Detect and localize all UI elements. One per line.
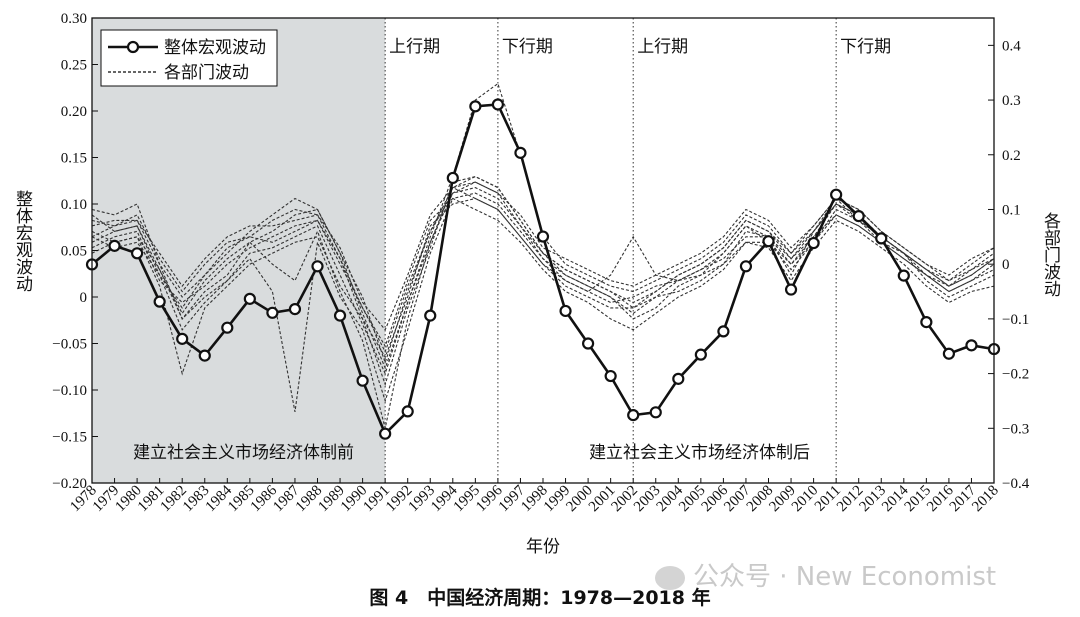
legend-sector-label: 各部门波动 (164, 63, 249, 83)
y-left-tick-label: 0.25 (61, 58, 87, 74)
main-series-point-1979 (108, 239, 121, 252)
main-series-point-1982 (176, 332, 189, 345)
sector-series-line-4 (91, 192, 995, 348)
y-left-tick-label: 0.10 (61, 197, 87, 213)
main-series-point-1993 (424, 309, 437, 322)
sector-series-line-9 (91, 181, 995, 370)
main-series-point-2016 (942, 347, 956, 360)
figure-caption: 图 4 中国经济周期：1978—2018 年 (369, 587, 711, 609)
phase-label-2002: 上行期 (637, 37, 688, 57)
wechat-icon (655, 565, 685, 590)
main-series-point-1987 (288, 302, 302, 316)
main-series-point-1995 (469, 100, 482, 113)
main-series-point-1988 (311, 260, 324, 273)
y-left-tick-label: 0.15 (61, 151, 87, 167)
main-series-point-1980 (131, 247, 144, 260)
y-left-tick-label: 0.30 (61, 11, 87, 27)
y-left-tick-label: −0.15 (52, 430, 87, 446)
main-series-point-1994 (446, 171, 459, 185)
watermark: 公众号 · New Economist (655, 556, 996, 593)
main-series-point-1992 (401, 405, 414, 418)
main-series-point-2009 (784, 283, 798, 296)
main-series-point-2007 (739, 260, 753, 273)
main-series-point-1999 (559, 304, 572, 318)
y-right-tick-label: 0.3 (1002, 93, 1021, 109)
main-series-point-1997 (514, 146, 527, 159)
y-right-axis-title: 各部门波动 (1040, 212, 1061, 297)
main-series-point-2005 (694, 348, 707, 361)
main-series-point-2012 (852, 209, 865, 223)
main-series-point-1989 (333, 309, 347, 322)
main-series-point-1990 (356, 374, 369, 387)
y-right-tick-label: 0.1 (1002, 202, 1021, 218)
post-reform-label: 建立社会主义市场经济体制后 (589, 443, 810, 463)
main-series-point-1986 (266, 306, 279, 319)
y-right-tick-label: −0.3 (1002, 421, 1029, 437)
main-series-point-2000 (581, 337, 595, 350)
main-series-point-2010 (807, 236, 820, 250)
main-series-point-2013 (875, 232, 888, 245)
main-series-point-2011 (830, 188, 843, 201)
y-left-tick-label: −0.20 (52, 476, 87, 492)
y-right-tick-label: 0.2 (1002, 148, 1021, 164)
y-left-axis-title: 整体宏观波动 (12, 190, 33, 292)
main-series-point-2014 (897, 269, 910, 282)
y-left-tick-label: 0 (80, 290, 88, 306)
main-series-point-2003 (649, 406, 662, 419)
main-series-point-1998 (536, 230, 550, 243)
main-series-point-2002 (627, 409, 640, 422)
y-right-tick-label: −0.4 (1002, 476, 1030, 492)
legend-main-marker (126, 40, 140, 54)
pre-reform-label: 建立社会主义市场经济体制前 (133, 443, 354, 463)
main-series-point-1984 (221, 321, 234, 334)
legend-box (100, 29, 278, 87)
phase-label-2011: 下行期 (840, 37, 891, 57)
main-series-point-1996 (491, 98, 504, 111)
main-series-layer (85, 98, 1001, 440)
y-left-tick-label: −0.10 (52, 383, 87, 399)
main-series-point-1985 (243, 292, 256, 305)
y-left-tick-label: 0.05 (61, 244, 87, 260)
main-series-point-1991 (379, 427, 392, 440)
x-axis-title: 年份 (526, 537, 560, 557)
main-series-point-2004 (672, 372, 685, 385)
phase-label-1991: 上行期 (389, 37, 440, 57)
main-series-point-2006 (717, 325, 730, 338)
y-left-tick-label: 0.20 (61, 104, 87, 120)
y-right-tick-label: 0 (1002, 257, 1010, 273)
y-right-tick-label: −0.1 (1002, 312, 1029, 328)
main-series-point-2001 (604, 369, 617, 383)
main-series-point-1983 (198, 349, 211, 362)
sector-series-line-7 (91, 197, 995, 376)
legend-main-label: 整体宏观波动 (164, 38, 266, 58)
main-series-point-2015 (920, 316, 933, 329)
y-left-tick-label: −0.05 (52, 337, 87, 353)
y-right-tick-label: −0.2 (1002, 367, 1029, 383)
main-series-point-2008 (762, 235, 775, 248)
y-right-tick-label: 0.4 (1002, 38, 1021, 54)
sector-series-line-10 (91, 175, 995, 354)
sector-series-line-6 (91, 197, 995, 413)
watermark-text: 公众号 · New Economist (693, 562, 997, 592)
main-series-point-2017 (965, 339, 978, 352)
x-tick-label: 2018 (969, 483, 1002, 516)
phase-label-1996: 下行期 (502, 37, 553, 57)
main-series-point-1981 (153, 295, 166, 308)
